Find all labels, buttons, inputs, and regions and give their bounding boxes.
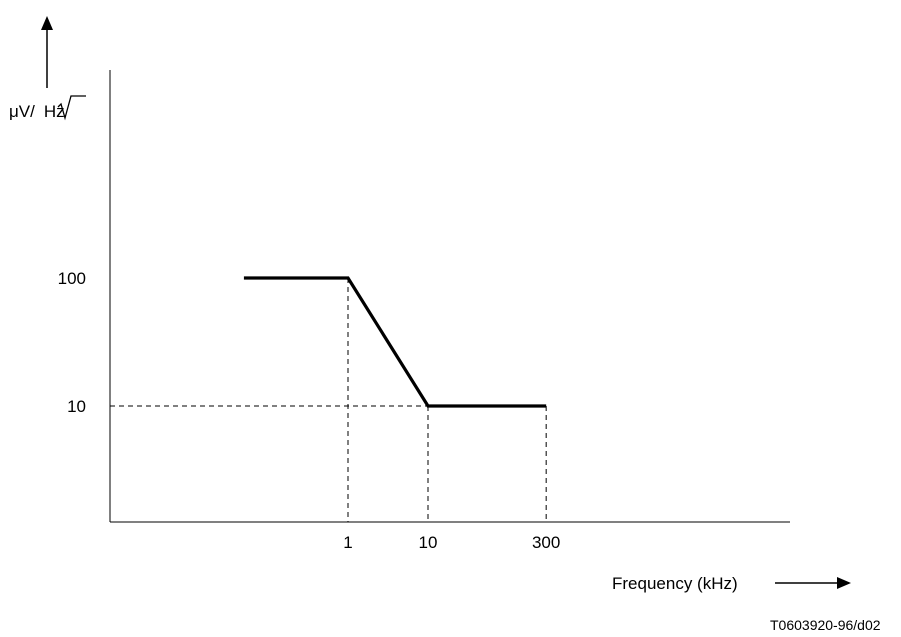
- radical-sign: [57, 95, 86, 121]
- figure-reference: T0603920-96/d02: [770, 617, 881, 633]
- y-tick-label: 100: [58, 269, 86, 288]
- x-axis-label: Frequency (kHz): [612, 574, 738, 593]
- y-tick-label: 10: [67, 397, 86, 416]
- x-tick-label: 10: [419, 533, 438, 552]
- x-tick-label: 1: [343, 533, 352, 552]
- series-line-0: [243, 276, 547, 408]
- reference-dashes: [110, 278, 547, 522]
- tick-labels: 1 10 300 10 100: [58, 269, 561, 552]
- y-axis-label: μV/Hz: [9, 102, 65, 121]
- y-axis-label-prefix: μV/: [9, 102, 35, 121]
- x-tick-label: 300: [532, 533, 560, 552]
- y-axis-label-radicand: Hz: [44, 102, 65, 121]
- series-layer: [243, 276, 547, 408]
